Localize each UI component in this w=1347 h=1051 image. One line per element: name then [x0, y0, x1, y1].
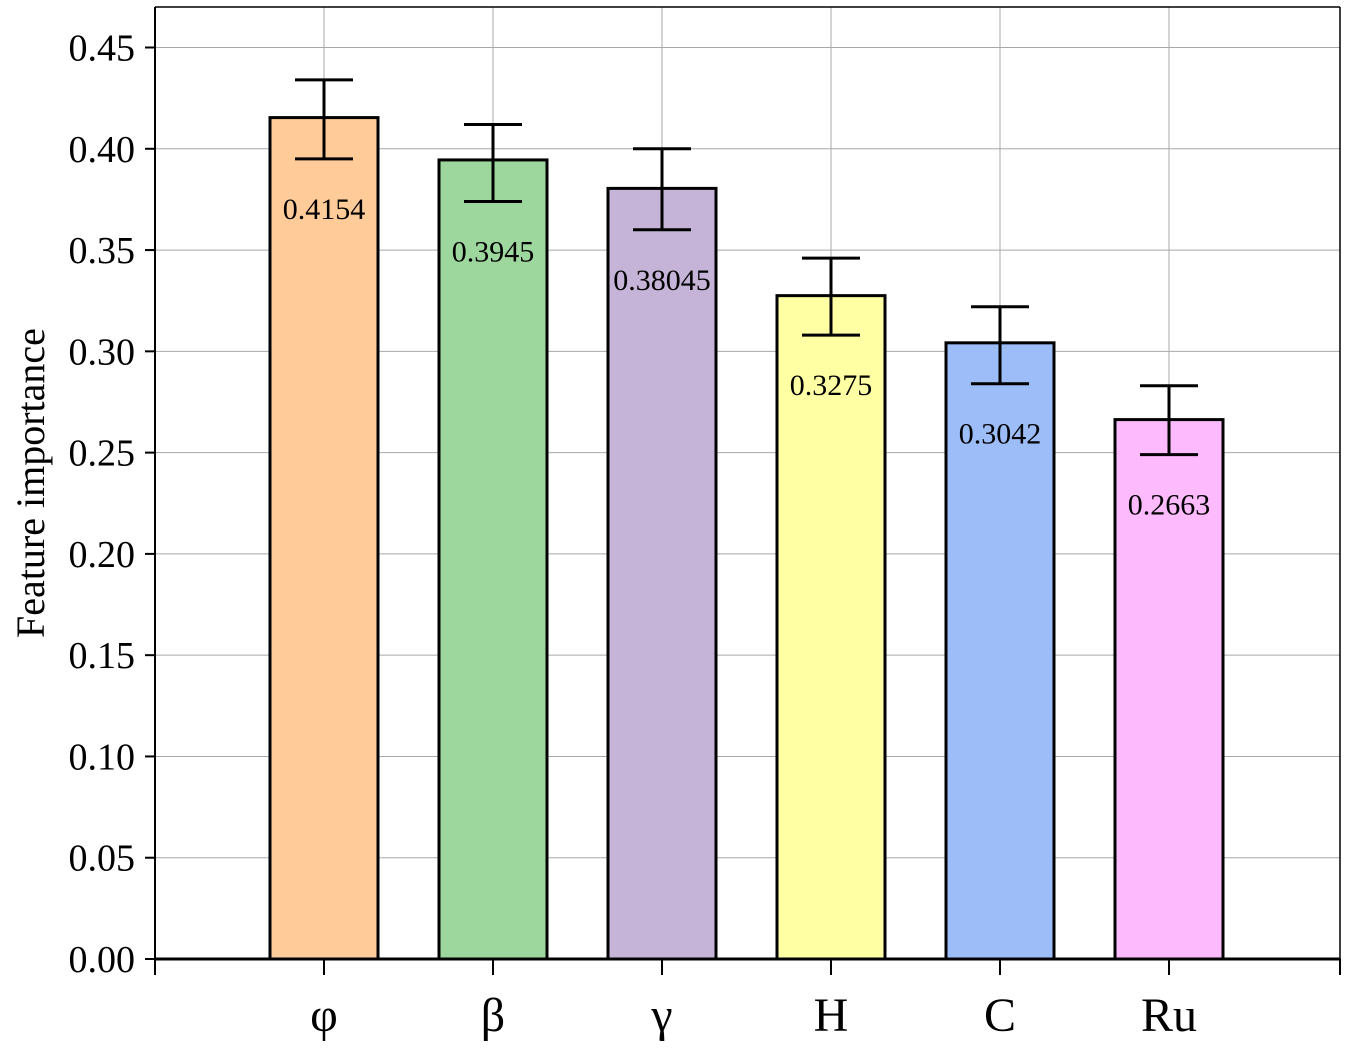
error-bar-4	[971, 305, 1029, 386]
bar-0	[268, 116, 380, 961]
bar-1	[437, 158, 549, 961]
x-tick-label: H	[814, 989, 849, 1042]
x-tick-label: C	[984, 989, 1016, 1042]
x-tick-label: φ	[310, 989, 338, 1042]
bar-2	[606, 186, 718, 961]
data-label-0: 0.4154	[283, 193, 366, 226]
error-bar-1	[464, 122, 522, 203]
y-tick-label: 0.45	[69, 28, 136, 70]
bar-4	[944, 341, 1056, 961]
data-label-1: 0.3945	[452, 235, 535, 268]
y-tick-label: 0.35	[69, 230, 136, 272]
y-tick-label: 0.30	[69, 331, 136, 373]
y-tick-label: 0.25	[69, 433, 136, 475]
y-tick-label: 0.15	[69, 635, 136, 677]
x-tick-label: β	[481, 989, 505, 1042]
error-bar-2	[633, 147, 691, 232]
y-tick-label: 0.10	[69, 736, 136, 778]
y-tick-label: 0.20	[69, 534, 136, 576]
y-axis-title: Feature importance	[8, 328, 53, 638]
x-tick-label: γ	[650, 989, 672, 1042]
y-tick-label: 0.05	[69, 838, 136, 880]
data-label-3: 0.3275	[790, 369, 873, 402]
y-tick-label: 0.00	[69, 939, 136, 981]
axes: 0.00 0.05 0.10 0.15 0.20 0.25 0.30 0.35 0.40 0.45…	[69, 6, 1341, 1042]
data-labels: 0.4154 0.3945 0.38045 0.3275 0.3042 0.2663	[283, 193, 1211, 522]
y-tick-label: 0.40	[69, 129, 136, 171]
data-label-2: 0.38045	[613, 264, 711, 297]
bar-3	[775, 294, 887, 961]
bars	[268, 116, 1225, 961]
error-bar-0	[295, 78, 353, 161]
x-tick-label: Ru	[1141, 989, 1197, 1042]
data-label-5: 0.2663	[1128, 489, 1211, 522]
error-bar-3	[802, 256, 860, 337]
error-bars	[295, 78, 1198, 457]
bar-5	[1113, 418, 1225, 961]
error-bar-5	[1140, 384, 1198, 457]
data-label-4: 0.3042	[959, 418, 1042, 451]
